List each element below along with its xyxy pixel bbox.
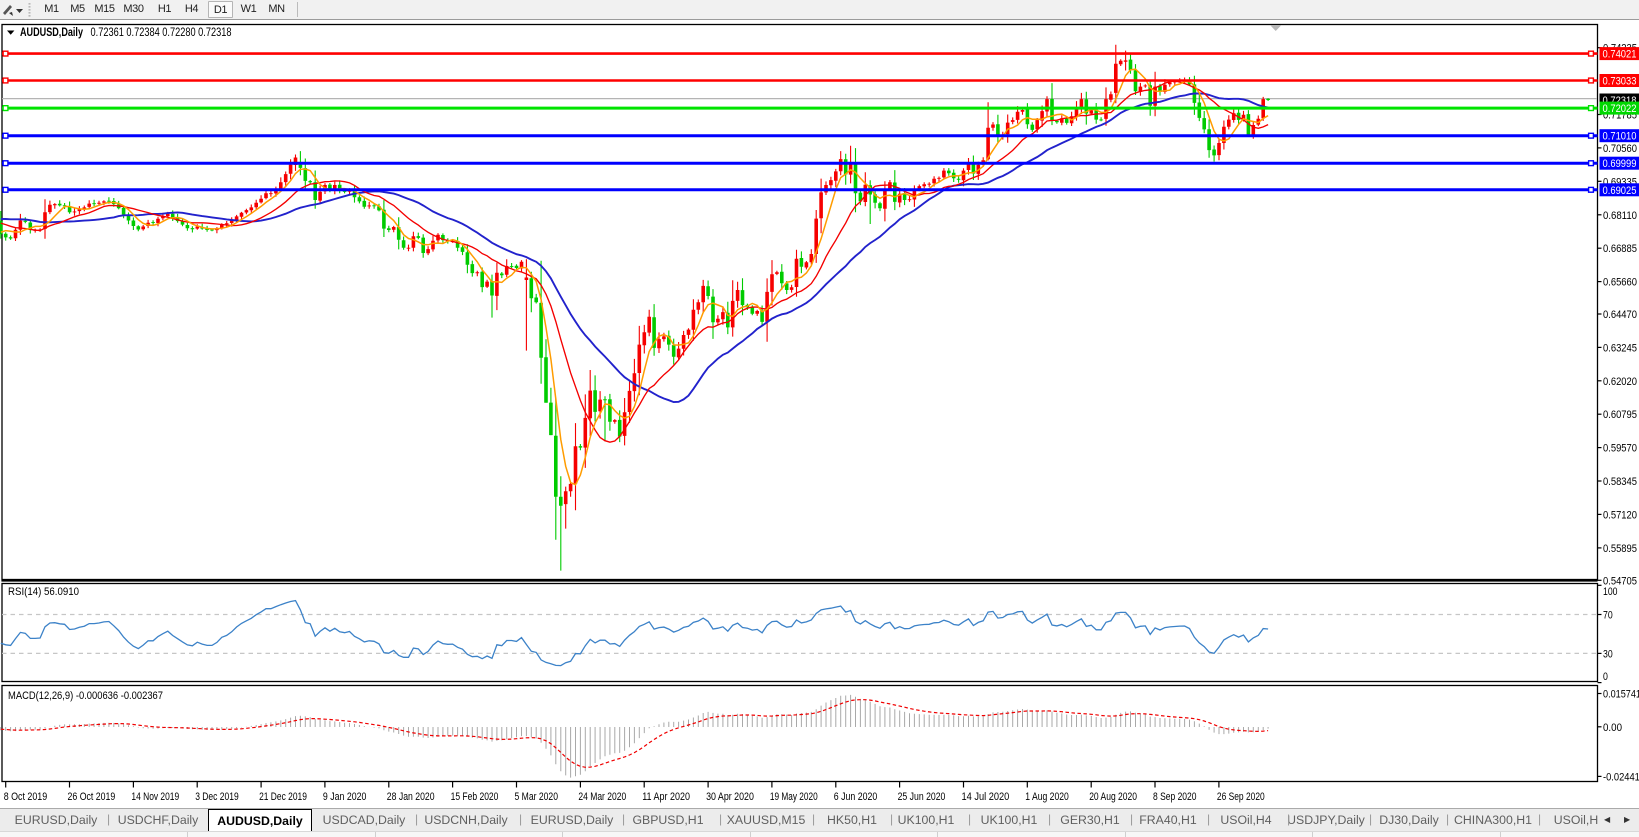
svg-text:0.69025: 0.69025 (1603, 185, 1637, 197)
svg-text:0.015741: 0.015741 (1603, 689, 1639, 701)
svg-text:19 May 2020: 19 May 2020 (770, 791, 818, 803)
svg-text:-0.024412: -0.024412 (1603, 771, 1639, 783)
svg-text:15 Feb 2020: 15 Feb 2020 (451, 791, 499, 803)
svg-text:30 Apr 2020: 30 Apr 2020 (706, 791, 754, 803)
svg-text:0.60795: 0.60795 (1603, 409, 1637, 421)
svg-text:0.55895: 0.55895 (1603, 543, 1637, 555)
svg-text:0.72022: 0.72022 (1603, 103, 1637, 115)
svg-text:8 Sep 2020: 8 Sep 2020 (1153, 791, 1197, 803)
svg-text:0.71010: 0.71010 (1603, 131, 1637, 143)
svg-text:100: 100 (1603, 586, 1618, 598)
svg-text:0.54705: 0.54705 (1603, 575, 1637, 587)
svg-text:0.70560: 0.70560 (1603, 143, 1637, 155)
svg-text:70: 70 (1603, 610, 1613, 622)
svg-text:14 Nov 2019: 14 Nov 2019 (131, 791, 179, 803)
svg-text:9 Jan 2020: 9 Jan 2020 (323, 791, 367, 803)
svg-text:14 Jul 2020: 14 Jul 2020 (962, 791, 1010, 803)
svg-text:6 Jun 2020: 6 Jun 2020 (834, 791, 878, 803)
svg-text:0.65660: 0.65660 (1603, 277, 1637, 289)
svg-text:0.74021: 0.74021 (1603, 49, 1637, 61)
svg-text:26 Sep 2020: 26 Sep 2020 (1217, 791, 1265, 803)
svg-text:0.68110: 0.68110 (1603, 210, 1637, 222)
svg-text:AUDUSD,Daily: AUDUSD,Daily (20, 27, 83, 39)
svg-text:0.58345: 0.58345 (1603, 476, 1637, 488)
svg-text:0.73033: 0.73033 (1603, 76, 1637, 88)
svg-text:28 Jan 2020: 28 Jan 2020 (387, 791, 435, 803)
svg-text:0.69999: 0.69999 (1603, 158, 1637, 170)
svg-text:0.66885: 0.66885 (1603, 243, 1637, 255)
svg-text:MACD(12,26,9) -0.000636 -0.002: MACD(12,26,9) -0.000636 -0.002367 (8, 690, 163, 702)
svg-text:24 Mar 2020: 24 Mar 2020 (578, 791, 626, 803)
svg-text:0.59570: 0.59570 (1603, 443, 1637, 455)
svg-text:26 Oct 2019: 26 Oct 2019 (68, 791, 116, 803)
svg-text:8 Oct 2019: 8 Oct 2019 (4, 791, 48, 803)
svg-text:0.57120: 0.57120 (1603, 509, 1637, 521)
svg-text:5 Mar 2020: 5 Mar 2020 (515, 791, 559, 803)
svg-text:0.63245: 0.63245 (1603, 342, 1637, 354)
svg-text:30: 30 (1603, 649, 1613, 661)
svg-text:20 Aug 2020: 20 Aug 2020 (1089, 791, 1137, 803)
svg-text:0.62020: 0.62020 (1603, 376, 1637, 388)
svg-text:11 Apr 2020: 11 Apr 2020 (642, 791, 690, 803)
svg-text:RSI(14) 56.0910: RSI(14) 56.0910 (8, 586, 79, 598)
svg-text:21 Dec 2019: 21 Dec 2019 (259, 791, 307, 803)
svg-text:0.00: 0.00 (1603, 722, 1622, 734)
svg-text:3 Dec 2019: 3 Dec 2019 (195, 791, 239, 803)
svg-text:0.72361 0.72384 0.72280 0.7231: 0.72361 0.72384 0.72280 0.72318 (91, 27, 232, 39)
svg-text:1 Aug 2020: 1 Aug 2020 (1025, 791, 1069, 803)
svg-text:0: 0 (1603, 671, 1608, 683)
svg-text:0.64470: 0.64470 (1603, 309, 1637, 321)
svg-text:25 Jun 2020: 25 Jun 2020 (898, 791, 946, 803)
